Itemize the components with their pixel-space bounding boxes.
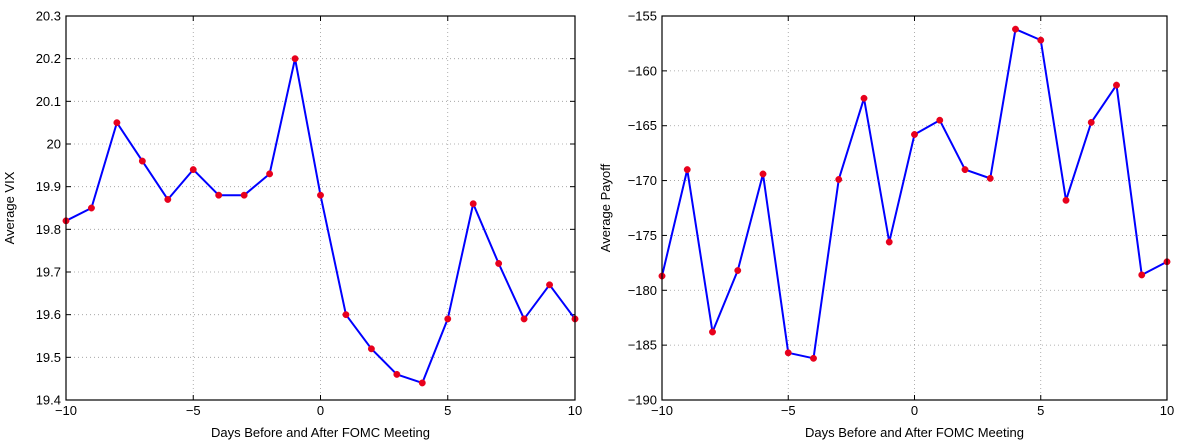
x-axis-label: Days Before and After FOMC Meeting — [805, 425, 1024, 440]
x-axis-label: Days Before and After FOMC Meeting — [211, 425, 430, 440]
x-tick-label: 5 — [1037, 403, 1044, 418]
data-point — [986, 174, 994, 182]
axes-frame — [65, 15, 576, 401]
x-tick-label: 0 — [317, 403, 324, 418]
y-tick-label: 19.7 — [36, 265, 61, 280]
y-tick-label: −175 — [628, 228, 657, 243]
data-point — [291, 55, 299, 63]
y-tick-label: 20.2 — [36, 51, 61, 66]
y-tick-label: −160 — [628, 63, 657, 78]
data-point — [546, 281, 553, 289]
y-axis-label: Average Payoff — [598, 163, 613, 252]
data-point — [860, 94, 868, 102]
data-point — [734, 267, 742, 274]
data-point — [444, 315, 452, 323]
y-tick-label: 20.1 — [36, 94, 61, 109]
y-tick-label: 19.9 — [36, 179, 61, 194]
data-point — [215, 191, 223, 199]
data-point — [961, 166, 969, 174]
x-tick-label: −5 — [186, 403, 201, 418]
y-tick-label: 19.8 — [36, 222, 61, 237]
data-point — [164, 196, 172, 203]
data-point — [1037, 36, 1045, 44]
y-tick-label: 20.3 — [36, 9, 61, 24]
data-point — [709, 328, 716, 336]
data-point — [88, 204, 95, 212]
y-tick-label: 19.4 — [36, 393, 61, 408]
data-point — [342, 311, 350, 319]
x-tick-label: −5 — [781, 403, 796, 418]
data-point — [1087, 118, 1095, 126]
data-point — [317, 191, 324, 199]
x-tick-label: 5 — [444, 403, 451, 418]
data-point — [810, 354, 817, 362]
y-tick-label: −190 — [628, 393, 657, 408]
data-point — [367, 345, 375, 353]
data-point — [759, 170, 767, 178]
data-point — [418, 379, 426, 387]
x-tick-label: 10 — [1160, 403, 1174, 418]
payoff-chart-panel: −10 −5 0 5 10 −190 −185 −180 −175 −170 −165 −160 −15… — [598, 9, 1174, 441]
data-point — [189, 166, 197, 174]
data-point — [835, 176, 843, 183]
axes-frame — [661, 15, 1168, 401]
data-point — [1113, 81, 1120, 89]
x-tick-label: −10 — [651, 403, 673, 418]
y-tick-label: −165 — [628, 118, 657, 133]
data-point — [936, 116, 944, 124]
y-tick-label: −170 — [628, 173, 657, 188]
y-tick-label: −180 — [628, 283, 657, 298]
data-point — [1012, 25, 1019, 33]
y-tick-label: 20 — [47, 137, 61, 152]
y-tick-label: 19.6 — [36, 307, 61, 322]
data-point — [911, 131, 918, 138]
x-tick-label: 10 — [568, 403, 582, 418]
y-tick-label: −155 — [628, 9, 657, 24]
data-point — [240, 191, 248, 199]
data-point — [138, 157, 146, 165]
data-point — [520, 315, 528, 323]
data-point — [495, 260, 503, 267]
y-axis-label: Average VIX — [2, 171, 17, 244]
y-tick-label: −185 — [628, 338, 657, 353]
data-point — [266, 170, 274, 178]
x-tick-label: 0 — [911, 403, 918, 418]
data-point — [113, 119, 121, 127]
data-point — [1062, 196, 1070, 204]
x-tick-label: −10 — [55, 403, 77, 418]
data-point — [1138, 271, 1146, 279]
data-point — [393, 370, 401, 378]
data-point — [885, 238, 893, 246]
vix-chart-panel: −10 −5 0 5 10 19.4 19.5 19.6 19.7 19.8 19.9 20 20.1 2… — [2, 9, 582, 441]
data-point — [784, 349, 792, 357]
data-point — [469, 200, 477, 208]
data-point — [683, 166, 691, 174]
y-tick-label: 19.5 — [36, 350, 61, 365]
